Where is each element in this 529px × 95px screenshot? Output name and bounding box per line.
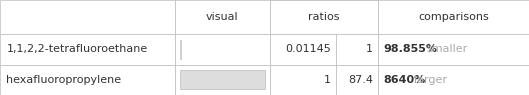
Bar [175, 65, 270, 95]
Bar [175, 0, 270, 34]
Text: 0.01145: 0.01145 [285, 44, 331, 54]
Bar [378, 34, 529, 65]
Bar [175, 34, 270, 65]
Text: comparisons: comparisons [418, 12, 489, 22]
Bar [180, 40, 181, 59]
Bar [336, 0, 378, 34]
Bar [270, 0, 378, 34]
Bar [270, 0, 336, 34]
Text: smaller: smaller [426, 44, 467, 54]
Bar [270, 34, 336, 65]
Bar [0, 0, 175, 34]
Bar [378, 65, 529, 95]
Text: 1: 1 [366, 44, 373, 54]
Text: 87.4: 87.4 [348, 75, 373, 85]
Bar [336, 34, 378, 65]
Bar [378, 0, 529, 34]
Text: 98.855%: 98.855% [384, 44, 437, 54]
Bar [270, 65, 336, 95]
Text: 8640%: 8640% [384, 75, 426, 85]
Bar [336, 65, 378, 95]
Bar [180, 70, 264, 89]
Text: ratios: ratios [308, 12, 340, 22]
Text: visual: visual [206, 12, 239, 22]
Text: 1: 1 [324, 75, 331, 85]
Text: larger: larger [414, 75, 447, 85]
Text: 1,1,2,2-tetrafluoroethane: 1,1,2,2-tetrafluoroethane [6, 44, 148, 54]
Bar [0, 34, 175, 65]
Bar [0, 65, 175, 95]
Text: hexafluoropropylene: hexafluoropropylene [6, 75, 122, 85]
